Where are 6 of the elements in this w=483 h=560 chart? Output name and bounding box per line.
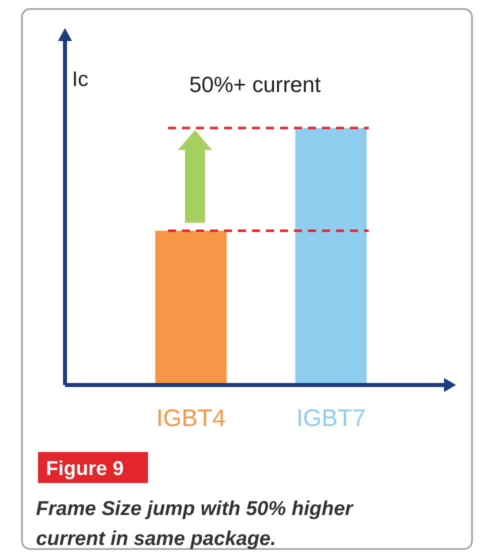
text: 50%+ current <box>189 72 321 97</box>
text: Figure 9 <box>46 458 124 480</box>
x-tick-label: IGBT4 <box>156 405 226 432</box>
x-tick-label: IGBT7 <box>296 405 366 432</box>
text: Frame Size jump with 50% higher current in same package. <box>36 498 354 550</box>
y-axis-title: Ic <box>72 68 88 91</box>
